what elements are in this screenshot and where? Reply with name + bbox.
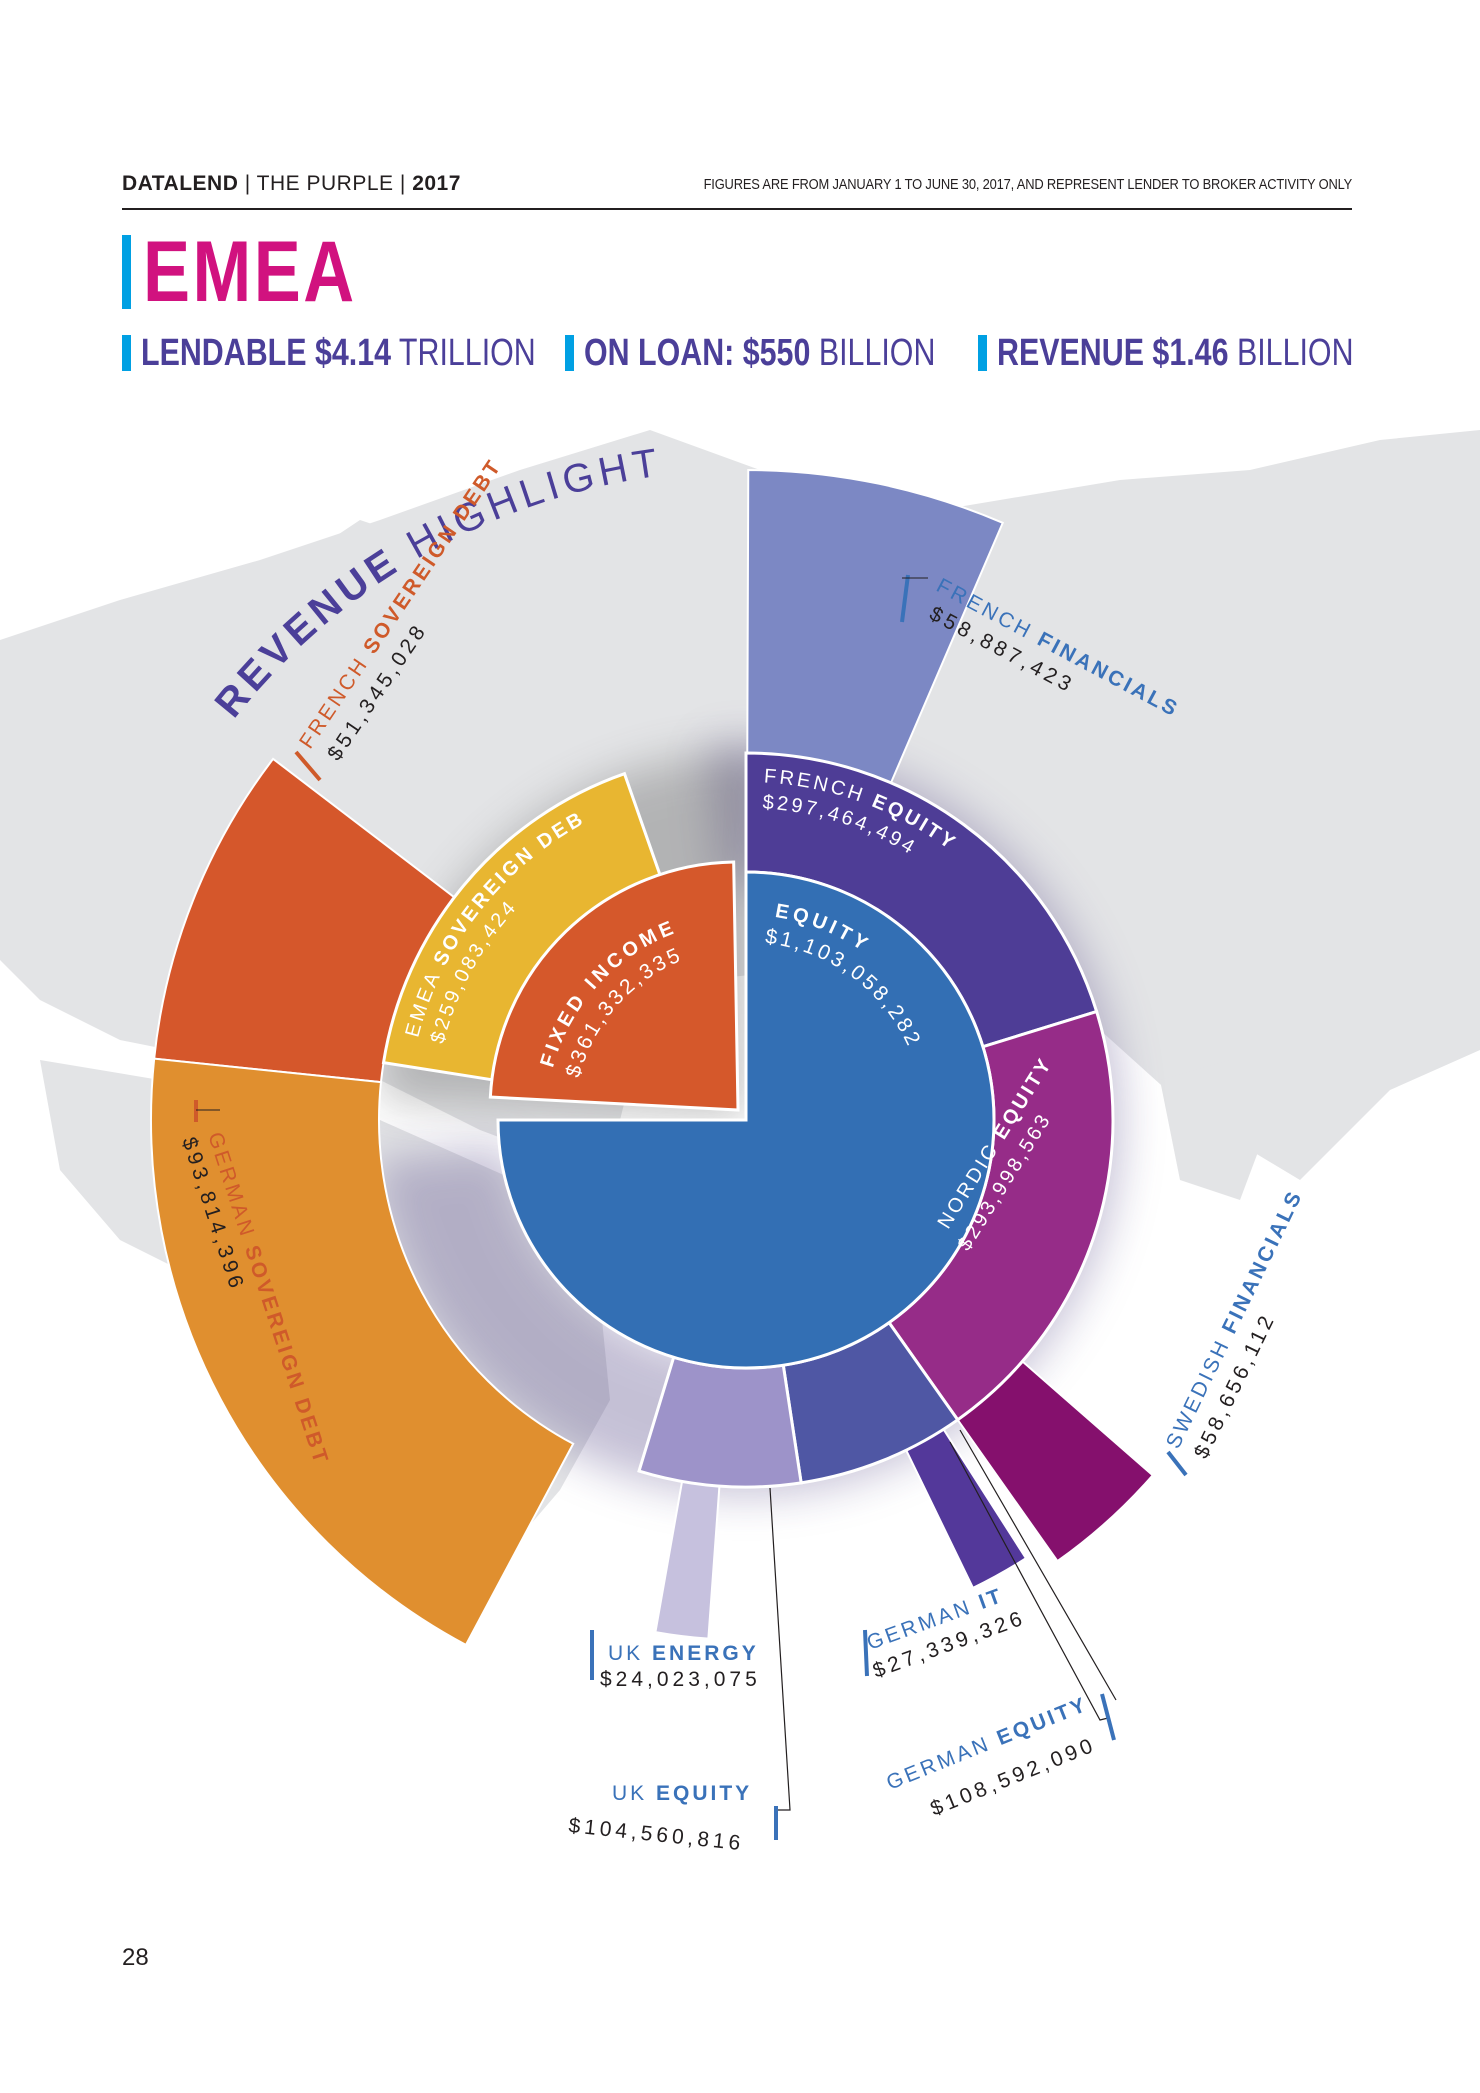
label-uk-energy-value: $24,023,075 (600, 1668, 761, 1691)
leader-german-equity-2 (959, 1429, 1117, 1701)
header-note: FIGURES ARE FROM JANUARY 1 TO JUNE 30, 2… (703, 176, 1352, 193)
leader-uk-equity (769, 1487, 791, 1811)
segment-uk-energy (654, 1480, 721, 1640)
publication-line: DATALEND | THE PURPLE | 2017 (122, 172, 461, 196)
tick-german-it (863, 1629, 869, 1677)
kpi-on-loan-unit: BILLION (810, 331, 936, 374)
kpi-lendable-unit: TRILLION (391, 331, 536, 374)
brand-name: DATALEND (122, 172, 239, 195)
publication-year: 2017 (412, 172, 461, 195)
label-uk-energy-name: UK ENERGY (608, 1642, 759, 1665)
map-landmass (1160, 1060, 1270, 1200)
kpi-accent-bar (122, 335, 131, 371)
page-title: EMEA (122, 224, 403, 320)
tick-german-equity (1100, 1693, 1116, 1741)
title-accent-bar (122, 235, 131, 309)
leader-german-equity (949, 1441, 1109, 1721)
kpi-revenue: REVENUE $1.46 BILLION (978, 330, 1443, 376)
tick-french-financials (900, 574, 910, 623)
region-title: EMEA (143, 223, 357, 320)
chart-leaders (769, 1429, 1117, 1811)
page-header: DATALEND | THE PURPLE | 2017 FIGURES ARE… (122, 168, 1352, 210)
segment-fixed-income (488, 860, 740, 1112)
separator: | (244, 172, 251, 195)
kpi-accent-bar (565, 335, 574, 371)
tick-swedish-financials (1166, 1450, 1188, 1477)
kpi-accent-bar (978, 335, 987, 371)
kpi-revenue-unit: BILLION (1228, 331, 1354, 374)
tick-french-sovereign-debt (294, 750, 322, 782)
chart-segments (150, 469, 1155, 1647)
kpi-on-loan: ON LOAN: $550 BILLION (565, 330, 1023, 376)
kpi-lendable-value: LENDABLE $4.14 (141, 331, 392, 374)
kpi-row: LENDABLE $4.14 TRILLION ON LOAN: $550 BI… (122, 330, 1362, 376)
kpi-lendable: LENDABLE $4.14 TRILLION (122, 330, 634, 376)
label-uk-equity-name: UK EQUITY (612, 1782, 752, 1805)
map-landmass (300, 520, 440, 640)
page-number: 28 (122, 1944, 149, 1971)
label-uk-equity-value: $104,560,816 (567, 1814, 745, 1855)
segment-equity (496, 870, 996, 1370)
kpi-on-loan-value: ON LOAN: $550 (584, 331, 811, 374)
separator: | (399, 172, 406, 195)
publication-name: THE PURPLE (256, 172, 394, 195)
kpi-revenue-value: REVENUE $1.46 (997, 331, 1229, 374)
segment-german-sovereign-debt (150, 1057, 575, 1647)
